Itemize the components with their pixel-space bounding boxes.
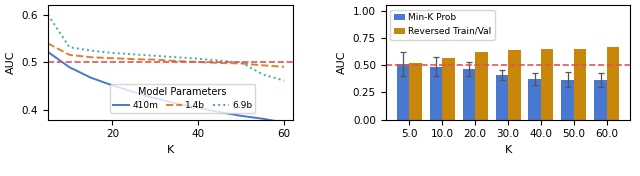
Bar (508, 50, 520, 120)
Y-axis label: AUC: AUC (337, 51, 348, 74)
Bar (463, 69, 475, 120)
1.4b (216, 62, 223, 64)
Bar (574, 49, 586, 120)
410m (87, 77, 95, 79)
410m (44, 51, 52, 53)
Bar (475, 52, 488, 120)
Bar (595, 80, 607, 120)
6.9b (130, 53, 138, 55)
410m (195, 107, 202, 109)
410m (66, 66, 74, 68)
Bar (561, 80, 574, 120)
6.9b (195, 58, 202, 60)
Bar (397, 64, 410, 120)
6.9b (109, 52, 116, 54)
410m (152, 97, 159, 99)
Legend: 410m, 1.4b, 6.9b: 410m, 1.4b, 6.9b (110, 84, 255, 113)
410m (216, 111, 223, 113)
Legend: Min-K Prob, Reversed Train/Val: Min-K Prob, Reversed Train/Val (390, 10, 495, 40)
1.4b (237, 62, 245, 64)
1.4b (173, 60, 180, 62)
X-axis label: K: K (504, 145, 511, 155)
6.9b (259, 73, 266, 76)
Bar (541, 49, 554, 120)
1.4b (152, 59, 159, 61)
410m (109, 84, 116, 86)
6.9b (237, 61, 245, 64)
Bar (495, 75, 508, 120)
Bar (607, 47, 620, 120)
Bar (529, 79, 541, 120)
1.4b (280, 66, 288, 68)
410m (280, 121, 288, 124)
Line: 410m: 410m (48, 52, 284, 122)
6.9b (44, 14, 52, 16)
Line: 1.4b: 1.4b (48, 43, 284, 67)
6.9b (66, 46, 74, 48)
410m (173, 102, 180, 105)
1.4b (87, 56, 95, 58)
1.4b (109, 57, 116, 59)
Bar (410, 63, 422, 120)
410m (130, 91, 138, 93)
1.4b (66, 54, 74, 56)
6.9b (173, 56, 180, 58)
1.4b (130, 58, 138, 60)
410m (237, 115, 245, 117)
6.9b (87, 49, 95, 52)
Y-axis label: AUC: AUC (6, 51, 16, 74)
6.9b (280, 80, 288, 82)
Line: 6.9b: 6.9b (48, 15, 284, 81)
X-axis label: K: K (167, 145, 174, 155)
410m (259, 118, 266, 120)
Bar (442, 58, 455, 120)
6.9b (216, 59, 223, 62)
Bar (429, 67, 442, 120)
1.4b (259, 64, 266, 66)
1.4b (195, 61, 202, 63)
6.9b (152, 55, 159, 57)
1.4b (44, 42, 52, 45)
